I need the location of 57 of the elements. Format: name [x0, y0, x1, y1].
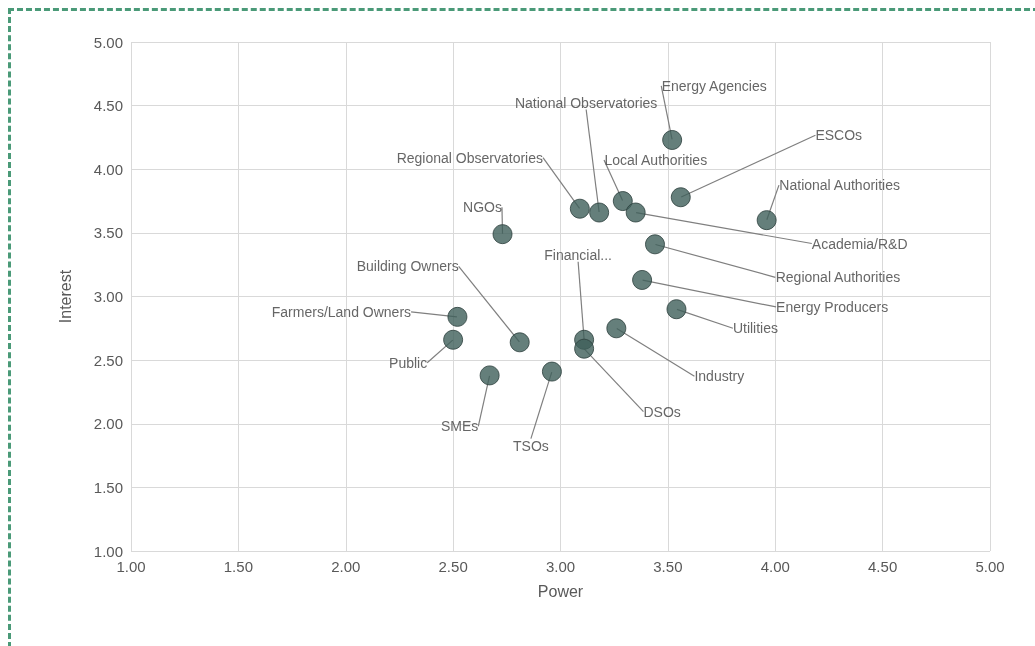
y-tick-label: 3.00 — [93, 288, 123, 305]
point — [606, 318, 627, 339]
annotation: Regional Observatories — [396, 149, 543, 166]
annotation: Building Owners — [356, 258, 459, 275]
annotation: National Authorities — [779, 177, 900, 194]
annotation: Energy Producers — [776, 298, 889, 315]
point — [589, 202, 610, 223]
annotation: National Observatories — [514, 94, 658, 111]
annotation: DSOs — [643, 403, 681, 420]
x-tick-label: 2.00 — [331, 558, 361, 575]
annotation: NGOs — [463, 199, 502, 216]
point — [479, 365, 500, 386]
point — [662, 129, 683, 150]
x-tick-label: 3.50 — [653, 558, 683, 575]
y-tick-label: 1.00 — [93, 542, 123, 560]
annotation: Energy Agencies — [661, 77, 767, 94]
point — [509, 332, 530, 353]
x-tick-label: 2.50 — [438, 558, 468, 575]
point — [645, 234, 665, 255]
point — [574, 338, 595, 359]
annotation: Financial... — [544, 246, 612, 263]
point — [612, 191, 633, 212]
y-tick-label: 1.50 — [93, 478, 123, 496]
annotation: Industry — [694, 368, 745, 385]
x-tick-label: 5.00 — [975, 558, 1005, 575]
y-tick-label: 5.00 — [93, 33, 123, 51]
point — [569, 198, 590, 219]
annotation: Public — [389, 354, 428, 371]
annotation: ESCOs — [815, 127, 863, 144]
y-tick-label: 4.00 — [93, 160, 123, 178]
point — [666, 299, 687, 320]
x-tick-label: 1.50 — [223, 558, 253, 575]
x-tick-label: 4.50 — [868, 558, 898, 575]
point — [632, 269, 653, 290]
point — [492, 224, 513, 245]
x-axis-title: Power — [537, 582, 584, 600]
annotation: TSOs — [513, 437, 549, 454]
point — [756, 210, 777, 231]
y-tick-label: 2.50 — [93, 351, 123, 369]
point — [670, 187, 691, 208]
x-tick-label: 1.00 — [116, 558, 146, 575]
x-tick-label: 3.00 — [545, 558, 576, 575]
y-tick-label: 4.50 — [93, 97, 123, 115]
annotation: Regional Authorities — [775, 269, 901, 286]
annotation: Local Authorities — [604, 152, 708, 169]
annotation: SMEs — [440, 418, 479, 435]
point — [447, 306, 468, 327]
point — [625, 202, 646, 223]
annotation: Academia/R&D — [811, 235, 908, 252]
y-axis-title: Interest — [56, 269, 74, 324]
point — [541, 361, 562, 382]
x-tick-label: 4.00 — [760, 558, 790, 575]
annotation: Farmers/Land Owners — [271, 303, 412, 320]
annotation: Utilities — [732, 320, 779, 337]
point — [443, 329, 464, 350]
y-tick-label: 3.50 — [93, 224, 123, 242]
y-tick-label: 2.00 — [93, 415, 123, 433]
